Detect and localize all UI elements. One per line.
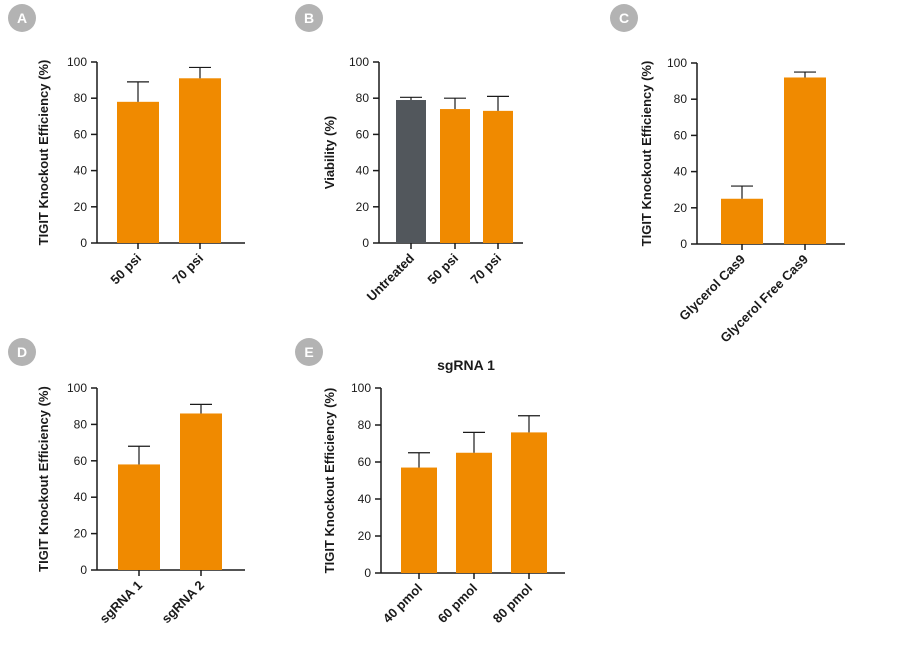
panel-letter: C [619,10,629,26]
y-tick-label: 0 [362,236,369,250]
x-tick-label: 50 psi [424,251,461,288]
y-tick-label: 80 [356,91,370,105]
y-tick-label: 0 [680,237,687,251]
chart-title: sgRNA 1 [437,357,495,373]
y-tick-label: 20 [74,527,88,541]
x-tick-label: 70 psi [169,251,206,288]
y-tick-label: 80 [674,92,688,106]
y-tick-label: 100 [667,56,687,70]
bar [396,100,426,243]
y-tick-label: 40 [74,164,88,178]
bar [117,101,159,243]
y-tick-label: 60 [674,128,688,142]
panel-letter: A [17,10,27,26]
panel-letter: E [304,344,313,360]
y-axis-title: TIGIT Knockout Efficiency (%) [36,386,51,572]
bar [440,109,470,243]
y-tick-label: 60 [74,454,88,468]
bar [401,467,437,573]
bar [721,198,763,244]
panel-badge [8,4,36,32]
x-tick-label: 70 psi [467,251,504,288]
y-tick-label: 40 [74,490,88,504]
bar [179,78,221,243]
y-tick-label: 40 [674,165,688,179]
panel-badge [295,4,323,32]
y-axis-title: TIGIT Knockout Efficiency (%) [322,388,337,574]
x-tick-label: Glycerol Cas9 [676,252,748,324]
y-tick-label: 60 [74,127,88,141]
bar [784,77,826,244]
y-tick-label: 60 [358,455,372,469]
panel-letter: B [304,10,314,26]
y-tick-label: 80 [358,418,372,432]
chart-panel-d: D 0 20 40 60 80 100 TIGIT Knockout Efficiency (… [8,338,245,626]
y-axis-title: TIGIT Knockout Efficiency (%) [639,61,654,247]
y-tick-label: 100 [67,55,87,69]
panel-badge [8,338,36,366]
bar [180,413,222,570]
y-tick-label: 60 [356,127,370,141]
y-tick-label: 40 [358,492,372,506]
x-tick-label: Untreated [364,250,418,304]
y-tick-label: 80 [74,91,88,105]
panel-badge [295,338,323,366]
y-tick-label: 0 [80,563,87,577]
x-tick-label: 60 pmol [435,581,480,626]
x-tick-label: 40 pmol [380,581,425,626]
bar [118,464,160,570]
y-tick-label: 0 [364,566,371,580]
bar [511,432,547,573]
chart-panel-b: B 0 20 40 60 80 100 Viability (%) Untreated 50 ps… [295,4,523,304]
x-tick-label: sgRNA 2 [159,578,208,627]
y-tick-label: 40 [356,164,370,178]
y-tick-label: 0 [80,236,87,250]
chart-panel-c: C 0 20 40 60 80 100 TIGIT Knockout Efficiency (… [610,4,845,345]
bar [483,110,513,244]
y-axis-title: TIGIT Knockout Efficiency (%) [36,60,51,246]
y-tick-label: 20 [358,529,372,543]
x-tick-label: 80 pmol [490,581,535,626]
panel-letter: D [17,344,27,360]
y-tick-label: 20 [74,200,88,214]
panel-badge [610,4,638,32]
y-tick-label: 20 [674,201,688,215]
y-tick-label: 100 [351,381,371,395]
y-axis-title: Viability (%) [322,116,337,189]
bar [456,452,492,573]
y-tick-label: 80 [74,417,88,431]
x-tick-label: sgRNA 1 [97,578,146,627]
chart-panel-a: A 0 20 40 60 80 100 TIGIT Knockout Efficiency (… [8,4,245,287]
y-tick-label: 100 [349,55,369,69]
y-tick-label: 100 [67,381,87,395]
y-tick-label: 20 [356,200,370,214]
x-tick-label: 50 psi [107,251,144,288]
